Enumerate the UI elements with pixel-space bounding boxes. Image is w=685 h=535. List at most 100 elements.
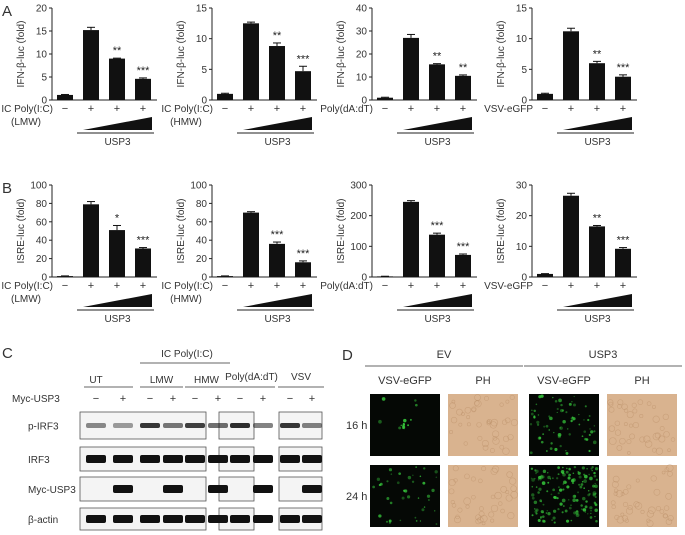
plus-label: + [300,103,306,115]
gfp-cell [581,466,585,470]
gfp-cell [557,466,560,470]
cell-texture [490,467,498,475]
gfp-cell [589,476,593,481]
minus-label: − [382,103,388,115]
gfp-cell [583,473,586,476]
gfp-cell [575,510,579,515]
gfp-cell [571,417,575,421]
gfp-cell [565,411,568,414]
cell-texture [476,422,482,428]
cell-texture [648,506,656,515]
cell-texture [463,441,468,446]
plus-label: + [248,280,254,292]
stimulus-label: IC Poly(I:C) [161,104,213,115]
cell-texture [616,445,623,451]
bar [269,46,285,100]
dose-wedge [83,117,152,130]
gfp-cell [378,514,382,518]
panel-a-letter: A [2,3,12,20]
gfp-cell [558,486,560,488]
gfp-cell [565,519,570,523]
gfp-cell [552,396,554,399]
cell-texture [652,404,656,409]
cell-texture [491,465,500,473]
cell-texture [621,515,629,522]
gfp-cell [566,428,569,430]
significance-label: *** [297,248,311,260]
y-tick-label: 5 [521,65,527,76]
cell-texture [613,491,618,496]
cell-texture [456,408,463,416]
gfp-cell [583,479,587,483]
plus-label: + [248,103,254,115]
y-tick-label: 0 [521,96,527,107]
gfp-cell [556,411,558,414]
cell-texture [620,492,625,496]
cell-texture [457,507,463,513]
gfp-cell [557,473,560,476]
cell-texture [510,419,518,427]
cell-texture [633,501,640,508]
cell-texture [463,497,471,505]
gfp-cell [551,519,553,521]
y-tick-label: 60 [196,217,208,228]
gfp-cell [557,508,560,511]
gfp-cell [535,512,538,515]
gfp-cell [539,499,542,503]
gfp-cell [578,475,582,479]
cell-texture [477,435,483,441]
cell-texture [622,501,629,508]
y-tick-label: 0 [521,273,527,284]
plus-label: + [300,280,306,292]
cell-texture [507,512,515,520]
gfp-cell [594,503,597,506]
cell-texture [623,422,628,426]
gfp-cell [568,433,571,436]
gfp-cell [549,447,553,451]
blot-band [280,515,300,523]
gfp-cell [583,430,587,433]
cell-texture [652,432,661,441]
gfp-cell [552,516,556,520]
significance-label: ** [459,62,468,74]
y-tick-label: 15 [196,4,208,15]
gfp-cell [552,509,557,513]
cell-texture [625,507,634,515]
gfp-cell [594,485,596,487]
significance-label: ** [593,48,602,60]
gfp-cell [434,470,438,474]
gfp-cell [585,438,589,441]
y-tick-label: 0 [41,273,47,284]
cell-texture [451,503,457,508]
bar [403,37,419,100]
y-tick-label: 0 [361,96,367,107]
gfp-fluorescence-image [529,394,599,456]
treatment-label: USP3 [424,314,451,325]
blot-band [302,423,322,428]
gfp-cell [586,468,588,470]
gfp-cell [562,466,564,469]
y-tick-label: 0 [201,273,207,284]
cell-texture [489,448,495,453]
gfp-cell [562,505,565,507]
gfp-cell [560,403,563,407]
gfp-cell [570,417,572,419]
gfp-cell [550,493,553,496]
y-tick-label: 10 [36,50,48,61]
gfp-cell [552,477,554,479]
cell-texture [632,408,638,414]
plus-label: + [274,280,280,292]
cell-texture [627,504,633,511]
gfp-cell [570,419,573,423]
cell-texture [464,406,472,414]
gfp-cell [533,500,538,505]
blot-band [208,455,228,463]
gfp-cell [568,467,571,471]
gfp-cell [435,476,438,479]
minus-label: − [93,393,99,405]
dose-wedge [563,117,632,130]
blot-band [86,455,106,463]
cell-texture [646,520,654,527]
gfp-cell [540,440,544,444]
gfp-cell [572,472,575,474]
